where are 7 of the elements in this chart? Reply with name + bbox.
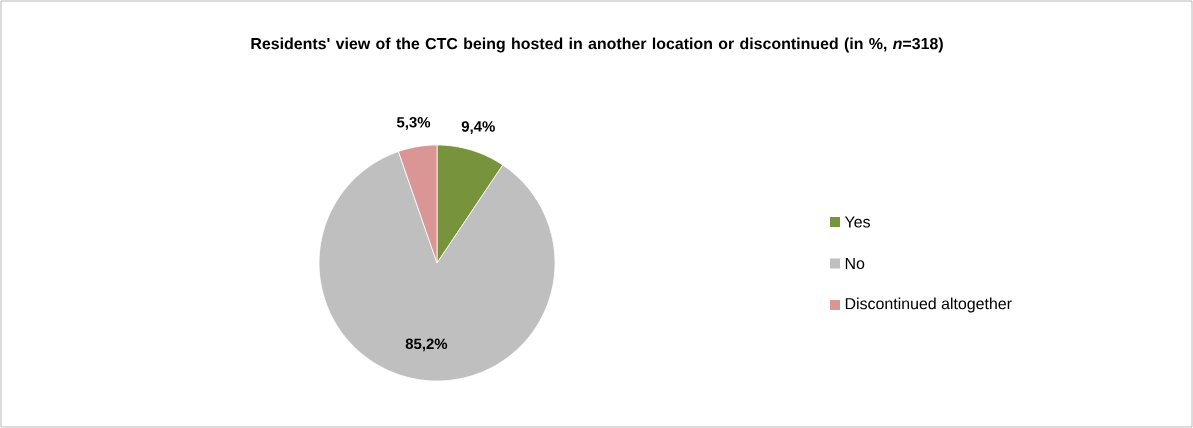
data-label: 9,4% [461,121,495,134]
legend-label: Yes [844,216,870,228]
chart-title: Residents' view of the CTC being hosted in another location or discontinued (in %, n=318) [251,37,943,53]
data-label: 85,2% [405,338,448,352]
data-label: 5,3% [396,116,431,130]
legend-label: No [845,257,865,270]
legend-label: Discontinued altogether [845,297,1012,313]
